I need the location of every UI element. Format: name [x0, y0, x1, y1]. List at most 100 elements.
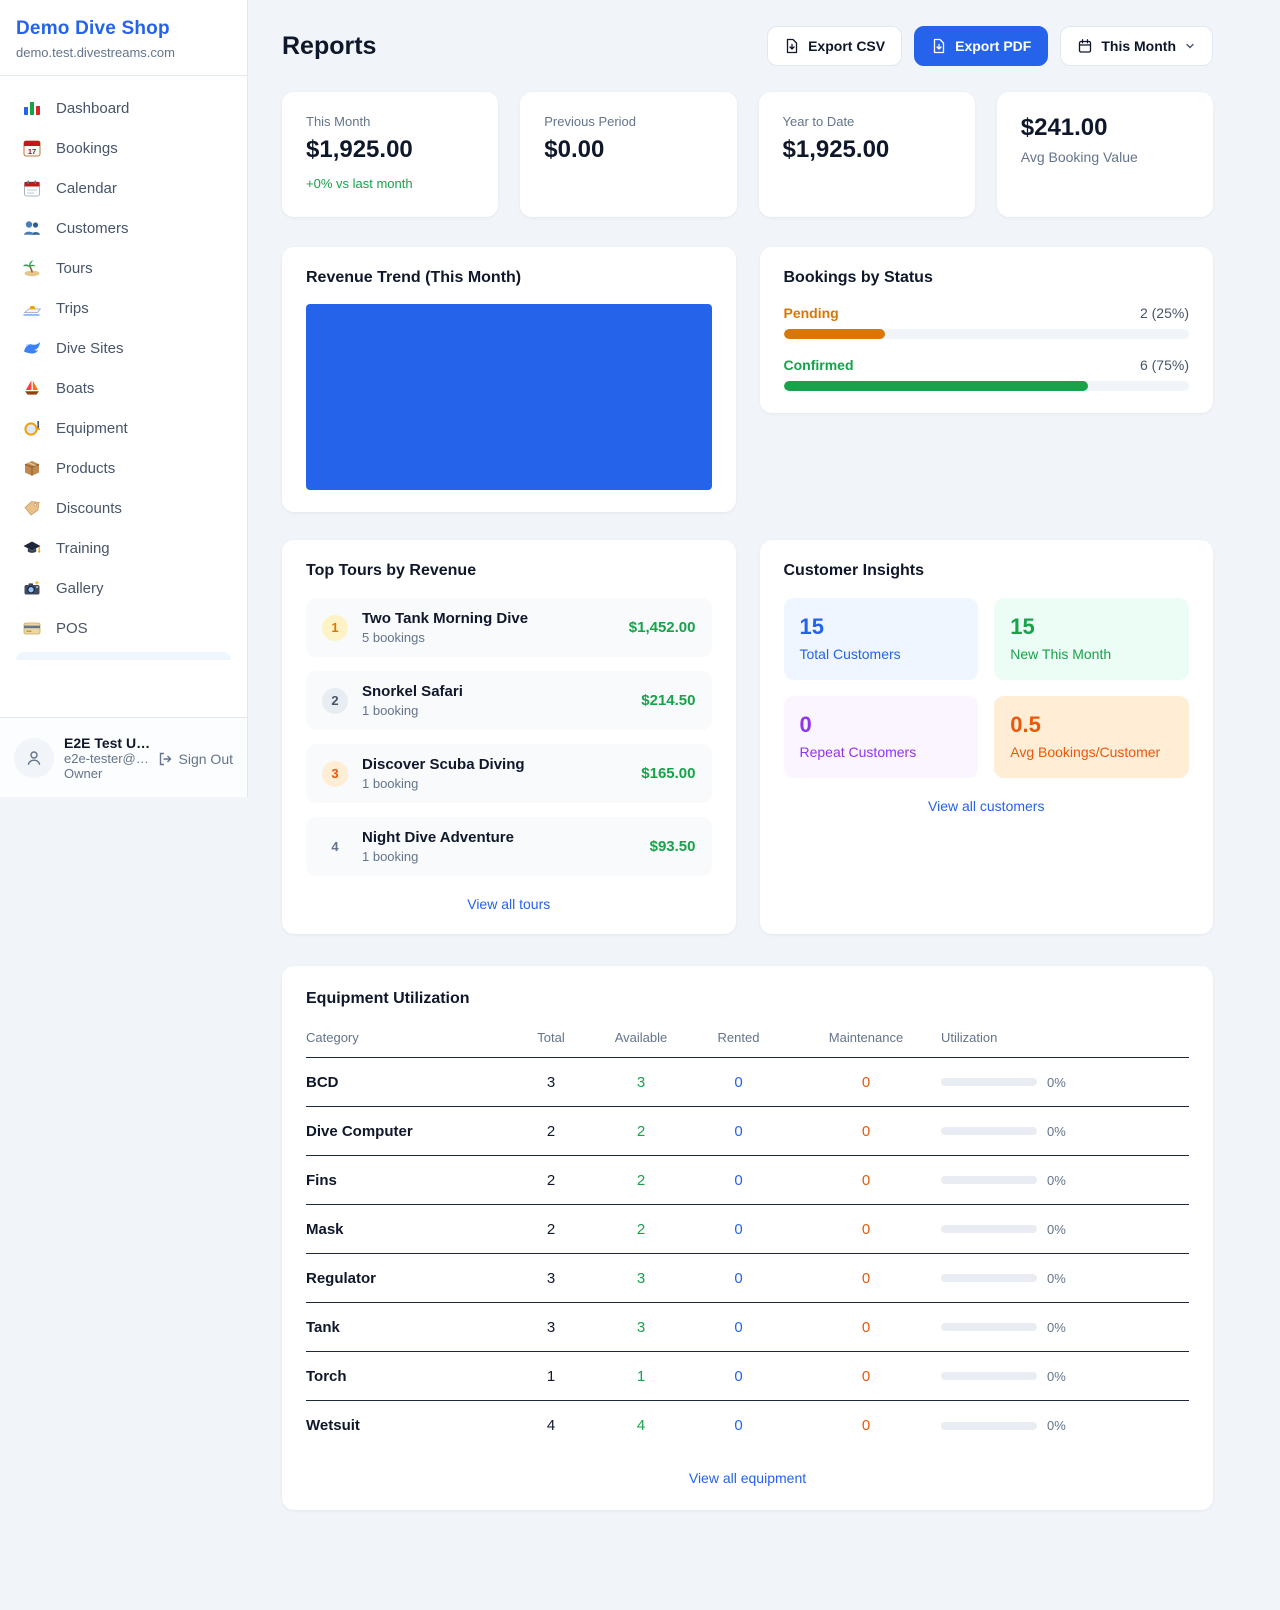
diving-mask-icon	[22, 418, 42, 438]
sidebar-item-tours[interactable]: Tours	[8, 250, 239, 286]
sidebar-item-bookings[interactable]: 17 Bookings	[8, 130, 239, 166]
table-row: BCD 3 3 0 0 0%	[306, 1058, 1189, 1107]
calendar-date-icon: 17	[22, 138, 42, 158]
bookings-by-status-card: Bookings by Status Pending 2 (25%) Confi…	[759, 247, 1213, 413]
column-header-maintenance: Maintenance	[828, 1030, 904, 1045]
file-down-icon	[786, 38, 798, 54]
tour-revenue: $214.50	[641, 692, 696, 709]
sidebar-item-label: Training	[56, 539, 110, 557]
status-bar-track	[783, 381, 1189, 391]
cell-utilization: 0%	[941, 1075, 1189, 1090]
water-wave-icon	[22, 338, 42, 358]
status-row-confirmed: Confirmed 6 (75%)	[783, 357, 1189, 391]
insights-row: Top Tours by Revenue 1 Two Tank Morning …	[282, 540, 1213, 934]
stat-card-avg-booking-value: $241.00 Avg Booking Value	[996, 92, 1213, 217]
user-role: Owner	[64, 765, 103, 781]
insight-tiles: 15 Total Customers 15 New This Month 0 R…	[783, 598, 1189, 778]
cell-total: 3	[546, 1269, 556, 1287]
sidebar-item-products[interactable]: Products	[8, 450, 239, 486]
export-csv-button[interactable]: Export CSV	[767, 26, 903, 66]
tour-bookings: 1 booking	[362, 776, 419, 791]
sign-out-button[interactable]: Sign Out	[157, 751, 233, 767]
sidebar-nav: Dashboard 17 Bookings Calendar Customers…	[0, 76, 247, 717]
export-pdf-button[interactable]: Export PDF	[914, 26, 1049, 66]
desert-island-icon	[22, 258, 42, 278]
cell-rented: 0	[734, 1073, 743, 1091]
sidebar-item-discounts[interactable]: Discounts	[8, 490, 239, 526]
export-csv-label: Export CSV	[808, 38, 886, 54]
bookings-by-status-title: Bookings by Status	[783, 269, 933, 286]
cell-category: Wetsuit	[306, 1417, 360, 1434]
sidebar-item-calendar[interactable]: Calendar	[8, 170, 239, 206]
utilization-percent: 0%	[1047, 1319, 1066, 1335]
tile-label: Repeat Customers	[799, 744, 917, 760]
chevron-down-icon	[1186, 43, 1194, 49]
avatar	[14, 737, 54, 778]
topbar: Reports Export CSV Export PDF This Month	[282, 26, 1213, 66]
tile-value: 0	[799, 712, 812, 737]
sidebar-header: Demo Dive Shop demo.test.divestreams.com	[0, 0, 247, 76]
sidebar-item-label: POS	[56, 619, 88, 637]
tile-label: New This Month	[1010, 646, 1112, 662]
sidebar-item-gallery[interactable]: Gallery	[8, 570, 239, 606]
view-all-equipment-link[interactable]: View all equipment	[688, 1470, 807, 1486]
sidebar-item-dive-sites[interactable]: Dive Sites	[8, 330, 239, 366]
stat-label: Previous Period	[544, 114, 637, 129]
cell-category: Mask	[306, 1220, 344, 1238]
status-bar-track	[783, 329, 1189, 339]
sidebar-item-boats[interactable]: Boats	[8, 370, 239, 406]
sidebar-item-label: Gallery	[56, 579, 104, 597]
cell-category: Regulator	[306, 1269, 377, 1287]
sidebar-item-training[interactable]: Training	[8, 530, 239, 566]
cell-utilization: 0%	[941, 1271, 1189, 1286]
tour-revenue: $1,452.00	[628, 619, 696, 636]
stat-label: This Month	[306, 114, 371, 129]
stat-label: Avg Booking Value	[1020, 149, 1138, 165]
sidebar-item-customers[interactable]: Customers	[8, 210, 239, 246]
sidebar-item-dashboard[interactable]: Dashboard	[8, 90, 239, 126]
cell-available: 3	[636, 1073, 646, 1091]
sidebar-item-label: Products	[56, 459, 116, 477]
cell-available: 3	[636, 1269, 646, 1287]
sidebar-item-pos[interactable]: POS	[8, 610, 239, 646]
cell-category: Tank	[306, 1318, 340, 1336]
tile-label: Avg Bookings/Customer	[1010, 744, 1161, 760]
cell-utilization: 0%	[941, 1173, 1189, 1188]
cell-total: 2	[546, 1171, 556, 1189]
tour-name: Two Tank Morning Dive	[362, 610, 529, 627]
column-header-utilization: Utilization	[941, 1030, 998, 1045]
speedboat-icon	[22, 298, 42, 318]
column-header-total: Total	[537, 1030, 565, 1045]
stat-card-previous-period: Previous Period $0.00	[520, 92, 737, 217]
cell-total: 1	[546, 1367, 556, 1385]
shop-domain: demo.test.divestreams.com	[16, 45, 175, 60]
view-all-tours-link[interactable]: View all tours	[467, 896, 551, 912]
sidebar-item-equipment[interactable]: Equipment	[8, 410, 239, 446]
utilization-bar-track	[941, 1323, 1037, 1331]
cell-available: 4	[636, 1417, 646, 1434]
tour-name: Night Dive Adventure	[362, 829, 514, 846]
utilization-percent: 0%	[1047, 1418, 1066, 1433]
stat-card-this-month: This Month $1,925.00 +0% vs last month	[282, 92, 499, 217]
sidebar-item-label: Boats	[56, 379, 95, 397]
view-all-customers-link[interactable]: View all customers	[928, 798, 1045, 814]
utilization-bar-track	[941, 1274, 1037, 1282]
tour-list-item: 1 Two Tank Morning Dive 5 bookings $1,452…	[306, 598, 712, 657]
utilization-percent: 0%	[1047, 1368, 1066, 1384]
status-count: 6 (75%)	[1139, 357, 1189, 373]
status-label: Confirmed	[783, 357, 854, 373]
period-dropdown[interactable]: This Month	[1060, 26, 1213, 66]
table-row: Torch 1 1 0 0 0%	[306, 1352, 1189, 1401]
top-tours-title: Top Tours by Revenue	[306, 562, 477, 579]
tile-new-this-month: 15 New This Month	[994, 598, 1189, 680]
cell-utilization: 0%	[941, 1222, 1189, 1237]
cell-utilization: 0%	[941, 1320, 1189, 1335]
tile-value: 0.5	[1010, 712, 1041, 737]
tour-name: Snorkel Safari	[362, 683, 463, 700]
tour-list-item: 4 Night Dive Adventure 1 booking $93.50	[306, 817, 712, 876]
sidebar-item-label: Discounts	[56, 499, 122, 517]
sidebar-item-trips[interactable]: Trips	[8, 290, 239, 326]
sidebar-item-reports-active-partial[interactable]	[16, 652, 231, 660]
column-header-category: Category	[306, 1030, 359, 1045]
cell-available: 3	[636, 1318, 646, 1336]
